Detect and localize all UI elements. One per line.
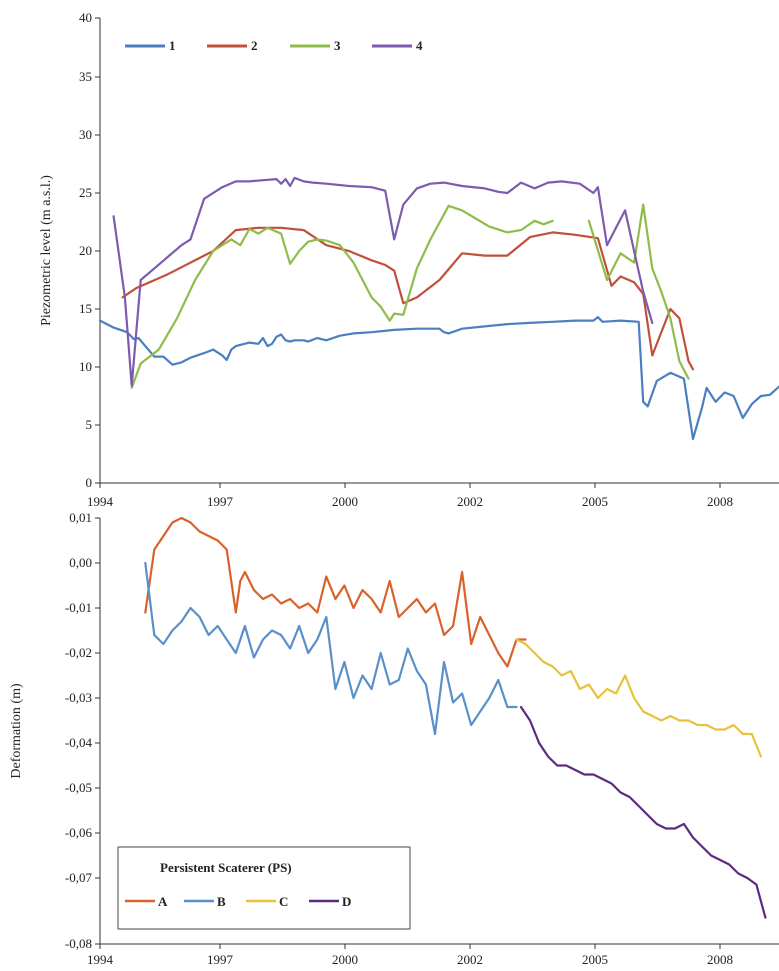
x-tick-label: 1997 <box>207 952 234 967</box>
legend-label-2: 2 <box>251 38 258 53</box>
y-tick-label: 20 <box>79 243 92 258</box>
y-tick-label: -0,05 <box>65 780 92 795</box>
series-line-c <box>515 638 762 758</box>
legend-label-c: C <box>279 894 288 909</box>
x-tick-label: 2005 <box>582 952 608 967</box>
series-line-d <box>519 705 767 919</box>
legend-label-1: 1 <box>169 38 176 53</box>
legend-box <box>117 846 411 930</box>
legend-label-3: 3 <box>334 38 341 53</box>
y-tick-label: 0 <box>86 475 93 490</box>
x-tick-label: 1994 <box>87 952 114 967</box>
y-tick-label: 25 <box>79 185 92 200</box>
y-tick-label: 5 <box>86 417 93 432</box>
deformation-panel: 0,01 0,00 -0,01 -0,02 -0,03 -0,04 -0,05 -0,06 -0… <box>9 510 779 967</box>
legend-label-b: B <box>217 894 226 909</box>
y-tick-label: 0,01 <box>69 510 92 525</box>
y-tick-label: 30 <box>79 127 92 142</box>
y-tick-label: -0,01 <box>65 600 92 615</box>
x-tick-label: 2005 <box>582 494 608 509</box>
series-line-4 <box>112 176 654 387</box>
y-tick-label: 0,00 <box>69 555 92 570</box>
x-tick-label: 1997 <box>207 494 234 509</box>
legend-label-4: 4 <box>416 38 423 53</box>
y-tick-label: 10 <box>79 359 92 374</box>
y-tick-label: 35 <box>79 69 92 84</box>
x-tick-label: 2002 <box>457 494 483 509</box>
x-tick-label: 2008 <box>707 952 733 967</box>
legend-title: Persistent Scaterer (PS) <box>160 860 292 875</box>
series-line-a <box>144 516 527 668</box>
y-tick-label: 15 <box>79 301 92 316</box>
y-tick-label: -0,02 <box>65 645 92 660</box>
x-tick-label: 2000 <box>332 952 358 967</box>
series-line-1 <box>98 316 779 440</box>
legend-label-a: A <box>158 894 168 909</box>
y-tick-label: -0,03 <box>65 690 92 705</box>
piezometric-level-panel: 0 5 10 15 20 25 30 35 40 1994 1997 2000 2002 2005 2008… <box>39 10 779 509</box>
x-tick-label: 2000 <box>332 494 358 509</box>
y-axis-label: Deformation (m) <box>9 683 24 779</box>
x-tick-label: 2008 <box>707 494 733 509</box>
series-line-b <box>144 561 518 736</box>
y-tick-label: 40 <box>79 10 92 25</box>
legend-label-d: D <box>342 894 351 909</box>
x-tick-label: 1994 <box>87 494 114 509</box>
y-tick-label: -0,06 <box>65 825 93 840</box>
y-tick-label: -0,08 <box>65 936 92 951</box>
y-tick-label: -0,07 <box>65 870 93 885</box>
y-tick-label: -0,04 <box>65 735 93 750</box>
y-axis-label: Piezometric level (m a.s.l.) <box>39 175 54 326</box>
series-line-3 <box>130 203 690 389</box>
series-line-2 <box>121 226 695 371</box>
x-tick-label: 2002 <box>457 952 483 967</box>
